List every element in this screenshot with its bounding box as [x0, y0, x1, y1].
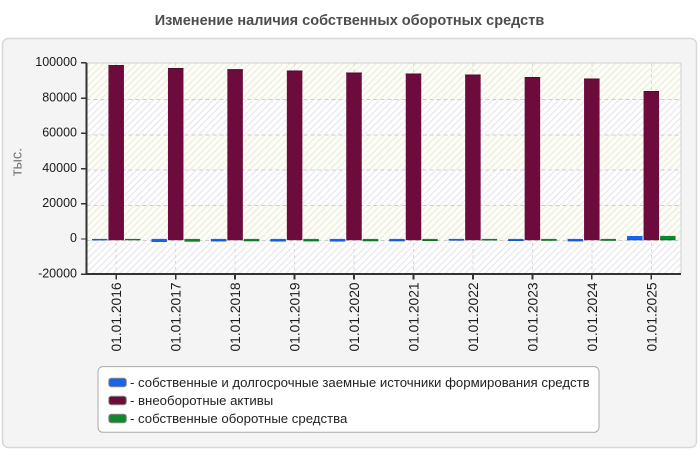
svg-text:- собственные оборотные средст: - собственные оборотные средства	[130, 411, 348, 426]
svg-text:- внеоборотные активы: - внеоборотные активы	[130, 393, 273, 408]
svg-text:тыс.: тыс.	[10, 148, 26, 176]
svg-text:01.01.2023: 01.01.2023	[525, 282, 540, 351]
svg-text:80000: 80000	[42, 90, 77, 104]
svg-text:01.01.2020: 01.01.2020	[347, 282, 362, 351]
svg-text:60000: 60000	[42, 126, 77, 140]
svg-text:0: 0	[70, 231, 77, 245]
svg-text:01.01.2017: 01.01.2017	[169, 282, 184, 351]
svg-text:01.01.2019: 01.01.2019	[288, 282, 303, 351]
svg-text:01.01.2016: 01.01.2016	[109, 282, 124, 351]
svg-text:100000: 100000	[35, 55, 77, 69]
svg-text:01.01.2024: 01.01.2024	[585, 282, 600, 351]
svg-text:01.01.2025: 01.01.2025	[644, 282, 659, 351]
svg-text:20000: 20000	[42, 196, 77, 210]
svg-text:Изменение наличия собственных: Изменение наличия собственных оборотных …	[155, 13, 545, 29]
svg-text:-20000: -20000	[38, 266, 77, 280]
svg-text:01.01.2018: 01.01.2018	[228, 282, 243, 351]
svg-text:01.01.2021: 01.01.2021	[407, 282, 422, 351]
svg-text:40000: 40000	[42, 161, 77, 175]
svg-text:01.01.2022: 01.01.2022	[466, 282, 481, 351]
svg-text:- собственные и долгосрочные з: - собственные и долгосрочные заемные ист…	[130, 375, 590, 390]
